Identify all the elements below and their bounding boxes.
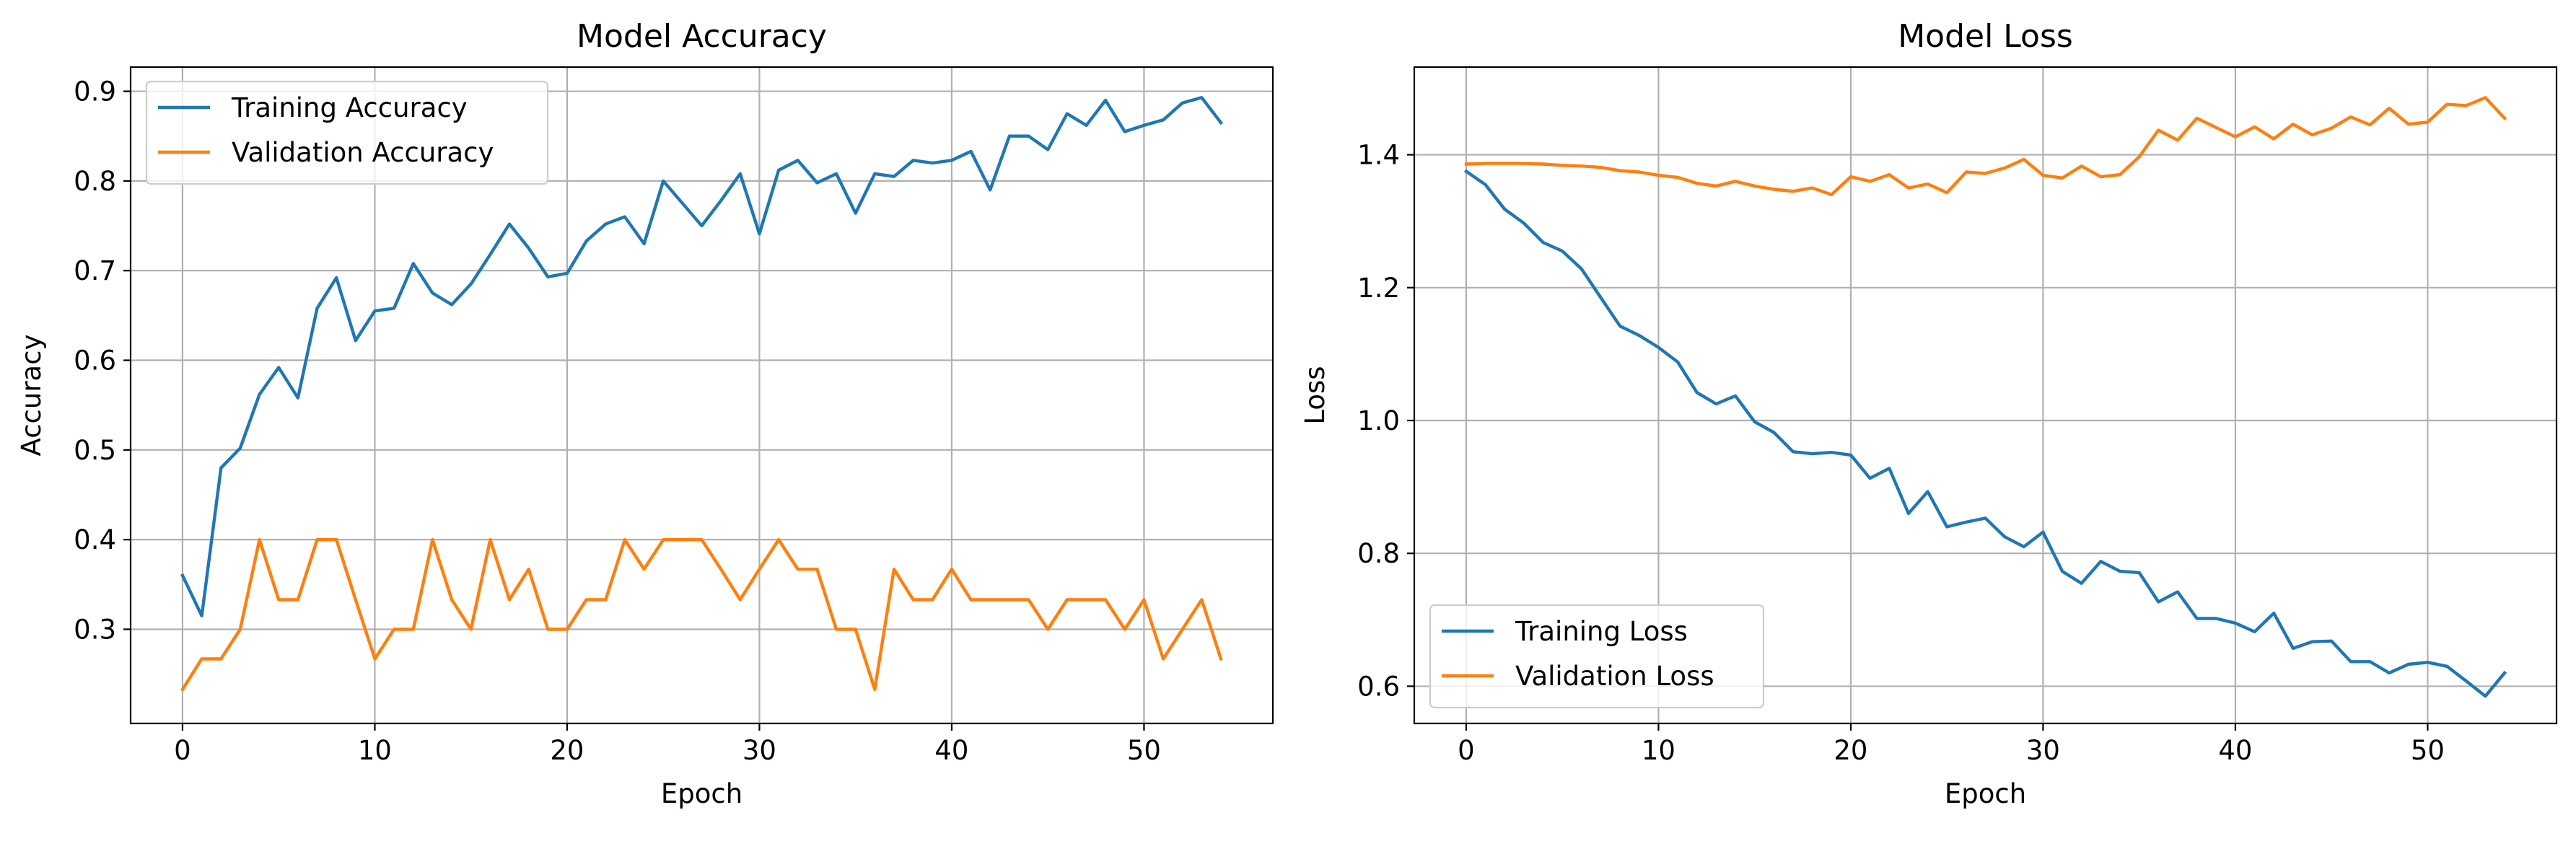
- y-tick-label: 0.6: [74, 345, 116, 377]
- x-axis-label: Epoch: [661, 778, 742, 809]
- legend-box: [1429, 604, 1765, 709]
- y-axis-label: Accuracy: [16, 335, 47, 457]
- x-tick-label: 50: [2411, 735, 2445, 766]
- y-tick-label: 0.6: [1357, 671, 1400, 702]
- y-tick-label: 0.8: [74, 166, 116, 197]
- x-tick-label: 10: [358, 735, 392, 766]
- y-tick-label: 1.2: [1357, 273, 1400, 304]
- plot-frame: [1413, 66, 2558, 725]
- x-tick-label: 40: [2218, 735, 2252, 766]
- x-tick-label: 20: [550, 735, 584, 766]
- x-tick-label: 40: [934, 735, 968, 766]
- y-axis-label: Loss: [1300, 366, 1331, 424]
- series-line-training-accuracy: [180, 96, 1224, 617]
- legend-label: Training Loss: [1515, 616, 1688, 647]
- y-tick-label: 0.3: [74, 614, 116, 645]
- legend-box: [145, 80, 549, 185]
- y-tick-label: 0.8: [1357, 538, 1400, 569]
- x-tick-label: 0: [1458, 735, 1475, 766]
- chart-title: Model Loss: [1898, 18, 2073, 55]
- x-tick-label: 30: [742, 735, 776, 766]
- y-tick-label: 0.5: [74, 435, 116, 466]
- y-tick-label: 1.0: [1357, 405, 1400, 436]
- x-axis-label: Epoch: [1945, 778, 2026, 809]
- y-tick-label: 0.4: [74, 524, 116, 555]
- plot-frame: [129, 66, 1274, 725]
- y-tick-label: 0.9: [74, 76, 116, 107]
- legend: Training Accuracy Validation Accuracy: [145, 80, 549, 185]
- x-tick-label: 50: [1127, 735, 1161, 766]
- chart-title: Model Accuracy: [577, 18, 827, 55]
- chart-panel-0: 0 10 20 30 40 50 0.3 0.4 0.5 0.6 0.7 0.8 0.9 Model Ac…: [16, 18, 1274, 809]
- series-line-training-loss: [1463, 169, 2507, 698]
- y-tick-label: 1.4: [1357, 140, 1400, 171]
- x-tick-label: 30: [2026, 735, 2060, 766]
- legend-label: Validation Loss: [1515, 661, 1714, 692]
- x-tick-label: 10: [1642, 735, 1675, 766]
- legend-label: Training Accuracy: [231, 92, 468, 123]
- x-tick-label: 0: [174, 735, 191, 766]
- y-tick-label: 0.7: [74, 255, 116, 286]
- legend-label: Validation Accuracy: [232, 137, 494, 168]
- series-line-validation-loss: [1464, 96, 2507, 196]
- series-line-validation-accuracy: [180, 538, 1223, 692]
- chart-panel-1: 0 10 20 30 40 50 0.6 0.8 1.0 1.2 1.4 Model Loss Epoc…: [1300, 18, 2558, 809]
- legend: Training Loss Validation Loss: [1429, 604, 1765, 709]
- x-tick-label: 20: [1834, 735, 1867, 766]
